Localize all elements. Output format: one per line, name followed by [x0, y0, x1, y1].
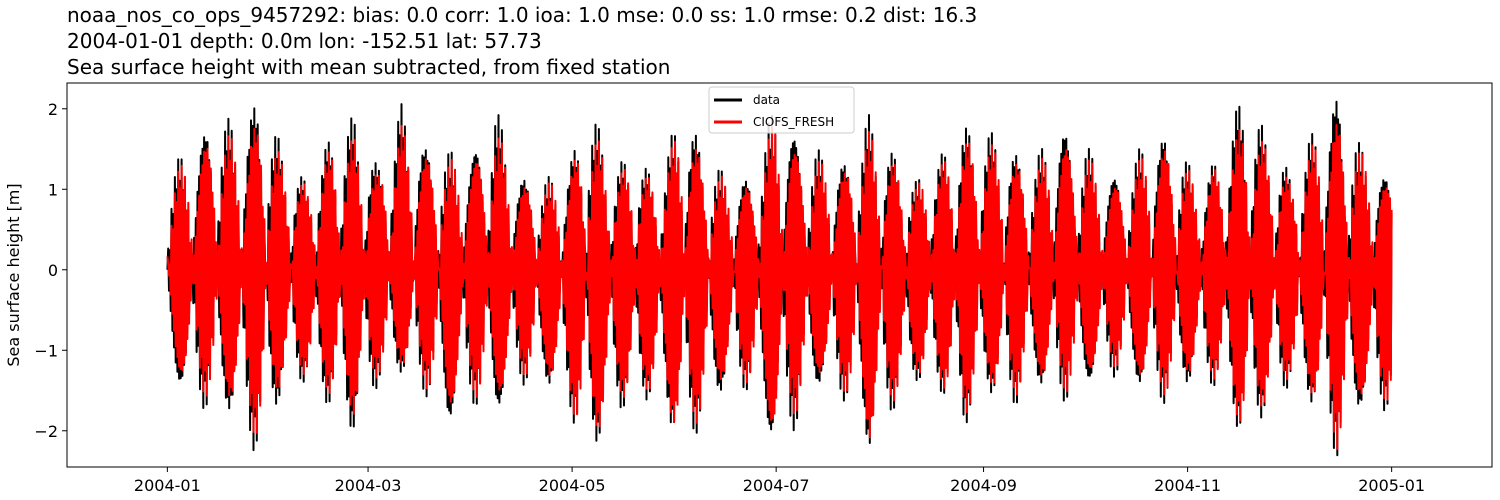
x-tick-label: 2004-09	[950, 476, 1017, 495]
x-tick-label: 2004-11	[1154, 476, 1221, 495]
chart-title-line-2: 2004-01-01 depth: 0.0m lon: -152.51 lat:…	[67, 29, 542, 53]
y-tick-label: 2	[48, 100, 58, 119]
chart-title: noaa_nos_co_ops_9457292: bias: 0.0 corr:…	[67, 2, 977, 80]
plot-frame	[66, 82, 1493, 468]
x-tick-label: 2005-01	[1358, 476, 1425, 495]
x-tick-label: 2004-01	[134, 476, 201, 495]
y-axis-label: Sea surface height [m]	[4, 183, 23, 366]
chart-title-line-3: Sea surface height with mean subtracted,…	[67, 55, 671, 79]
x-tick-label: 2004-03	[335, 476, 402, 495]
legend-entry-label: data	[753, 93, 780, 107]
x-tick-label: 2004-05	[539, 476, 606, 495]
y-tick-label: 1	[48, 180, 58, 199]
legend-entry-label: CIOFS_FRESH	[753, 115, 834, 129]
series-line-ciofs-fresh	[166, 123, 1393, 450]
y-tick-label: −1	[34, 341, 58, 360]
y-tick-label: 0	[48, 261, 58, 280]
y-tick-label: −2	[34, 422, 58, 441]
x-tick-label: 2004-07	[743, 476, 810, 495]
chart-title-line-1: noaa_nos_co_ops_9457292: bias: 0.0 corr:…	[67, 3, 978, 27]
legend-box	[708, 86, 855, 134]
